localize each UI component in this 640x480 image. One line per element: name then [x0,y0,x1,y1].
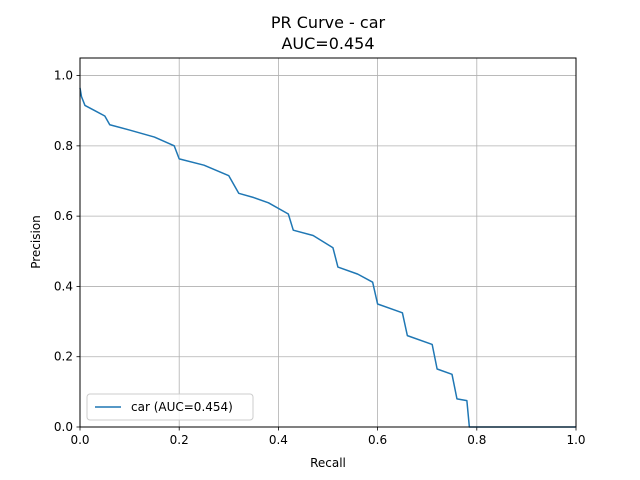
grid-lines [79,58,577,428]
y-tick-label: 0.6 [54,209,73,223]
x-axis-ticks: 0.0 0.2 0.4 0.6 0.8 1.0 [70,427,586,447]
chart-subtitle: AUC=0.454 [281,34,374,53]
x-tick-label: 0.6 [368,433,387,447]
x-axis-label: Recall [310,456,346,470]
legend: car (AUC=0.454) [86,393,254,421]
x-tick-label: 1.0 [566,433,585,447]
legend-entry: car (AUC=0.454) [131,400,233,414]
series-group [79,87,576,428]
x-tick-label: 0.4 [269,433,288,447]
legend-box [86,393,254,421]
y-tick-label: 0.0 [54,420,73,434]
y-tick-label: 1.0 [54,69,73,83]
y-axis-ticks: 0.0 0.2 0.4 0.6 0.8 1.0 [54,69,80,434]
y-tick-label: 0.4 [54,279,73,293]
series-line-car [79,87,576,428]
x-tick-label: 0.8 [467,433,486,447]
y-tick-label: 0.8 [54,139,73,153]
plot-frame [79,57,577,428]
y-axis-label: Precision [29,215,43,269]
x-tick-label: 0.2 [170,433,189,447]
y-tick-label: 0.2 [54,350,73,364]
x-tick-label: 0.0 [70,433,89,447]
chart-title: PR Curve - car [271,13,386,32]
